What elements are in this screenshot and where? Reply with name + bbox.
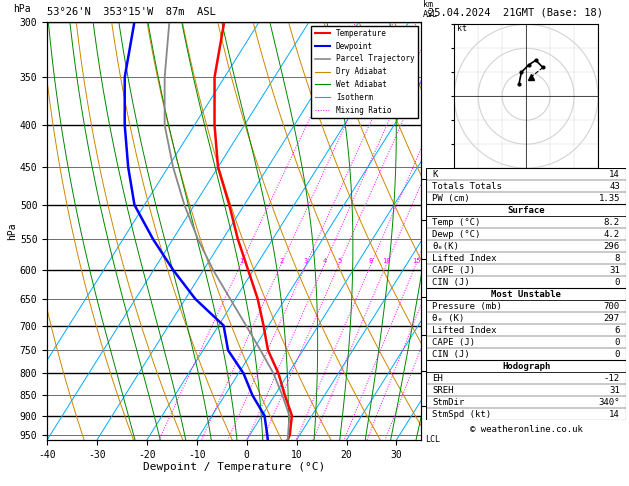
Legend: Temperature, Dewpoint, Parcel Trajectory, Dry Adiabat, Wet Adiabat, Isotherm, Mi: Temperature, Dewpoint, Parcel Trajectory… (311, 26, 418, 118)
Text: 340°: 340° (598, 398, 620, 407)
Text: θₑ(K): θₑ(K) (433, 242, 459, 251)
Text: 0: 0 (615, 278, 620, 287)
Text: 3: 3 (304, 258, 308, 264)
Text: 1.35: 1.35 (598, 194, 620, 203)
Text: Hodograph: Hodograph (502, 362, 550, 371)
Text: EH: EH (433, 374, 443, 383)
Text: 53°26'N  353°15'W  87m  ASL: 53°26'N 353°15'W 87m ASL (47, 7, 216, 17)
Text: 1: 1 (239, 258, 243, 264)
Text: 4.2: 4.2 (604, 230, 620, 239)
Text: LCL: LCL (425, 435, 440, 444)
Text: Temp (°C): Temp (°C) (433, 218, 481, 226)
Text: 10: 10 (382, 258, 391, 264)
Text: 14: 14 (609, 170, 620, 179)
Text: Lifted Index: Lifted Index (433, 326, 497, 335)
Text: θₑ (K): θₑ (K) (433, 314, 465, 323)
Text: kt: kt (457, 24, 467, 34)
Text: Lifted Index: Lifted Index (433, 254, 497, 263)
Text: 0: 0 (615, 338, 620, 347)
Text: CIN (J): CIN (J) (433, 350, 470, 359)
Text: StmSpd (kt): StmSpd (kt) (433, 410, 492, 419)
Text: 43: 43 (609, 182, 620, 191)
Text: 2: 2 (279, 258, 283, 264)
Text: StmDir: StmDir (433, 398, 465, 407)
Text: SREH: SREH (433, 386, 454, 395)
Text: 8: 8 (615, 254, 620, 263)
Text: hPa: hPa (13, 3, 31, 14)
Text: 8.2: 8.2 (604, 218, 620, 226)
Text: Pressure (mb): Pressure (mb) (433, 302, 503, 311)
Text: 8: 8 (369, 258, 373, 264)
Text: CAPE (J): CAPE (J) (433, 266, 476, 275)
Text: Dewp (°C): Dewp (°C) (433, 230, 481, 239)
Text: 0: 0 (615, 350, 620, 359)
Text: 6: 6 (615, 326, 620, 335)
Text: 296: 296 (604, 242, 620, 251)
Text: PW (cm): PW (cm) (433, 194, 470, 203)
Text: 700: 700 (604, 302, 620, 311)
Text: © weatheronline.co.uk: © weatheronline.co.uk (470, 425, 582, 434)
Y-axis label: hPa: hPa (7, 222, 17, 240)
Text: 5: 5 (337, 258, 341, 264)
Text: K: K (433, 170, 438, 179)
Text: 31: 31 (609, 266, 620, 275)
Text: 14: 14 (609, 410, 620, 419)
Text: 15: 15 (412, 258, 420, 264)
Text: 4: 4 (323, 258, 326, 264)
Text: 25.04.2024  21GMT (Base: 18): 25.04.2024 21GMT (Base: 18) (428, 7, 603, 17)
Text: CIN (J): CIN (J) (433, 278, 470, 287)
Text: Surface: Surface (508, 206, 545, 215)
Text: -12: -12 (604, 374, 620, 383)
Text: CAPE (J): CAPE (J) (433, 338, 476, 347)
Text: 31: 31 (609, 386, 620, 395)
Text: 297: 297 (604, 314, 620, 323)
Text: Most Unstable: Most Unstable (491, 290, 561, 299)
X-axis label: Dewpoint / Temperature (°C): Dewpoint / Temperature (°C) (143, 462, 325, 472)
Text: Totals Totals: Totals Totals (433, 182, 503, 191)
Text: km
ASL: km ASL (423, 0, 438, 19)
